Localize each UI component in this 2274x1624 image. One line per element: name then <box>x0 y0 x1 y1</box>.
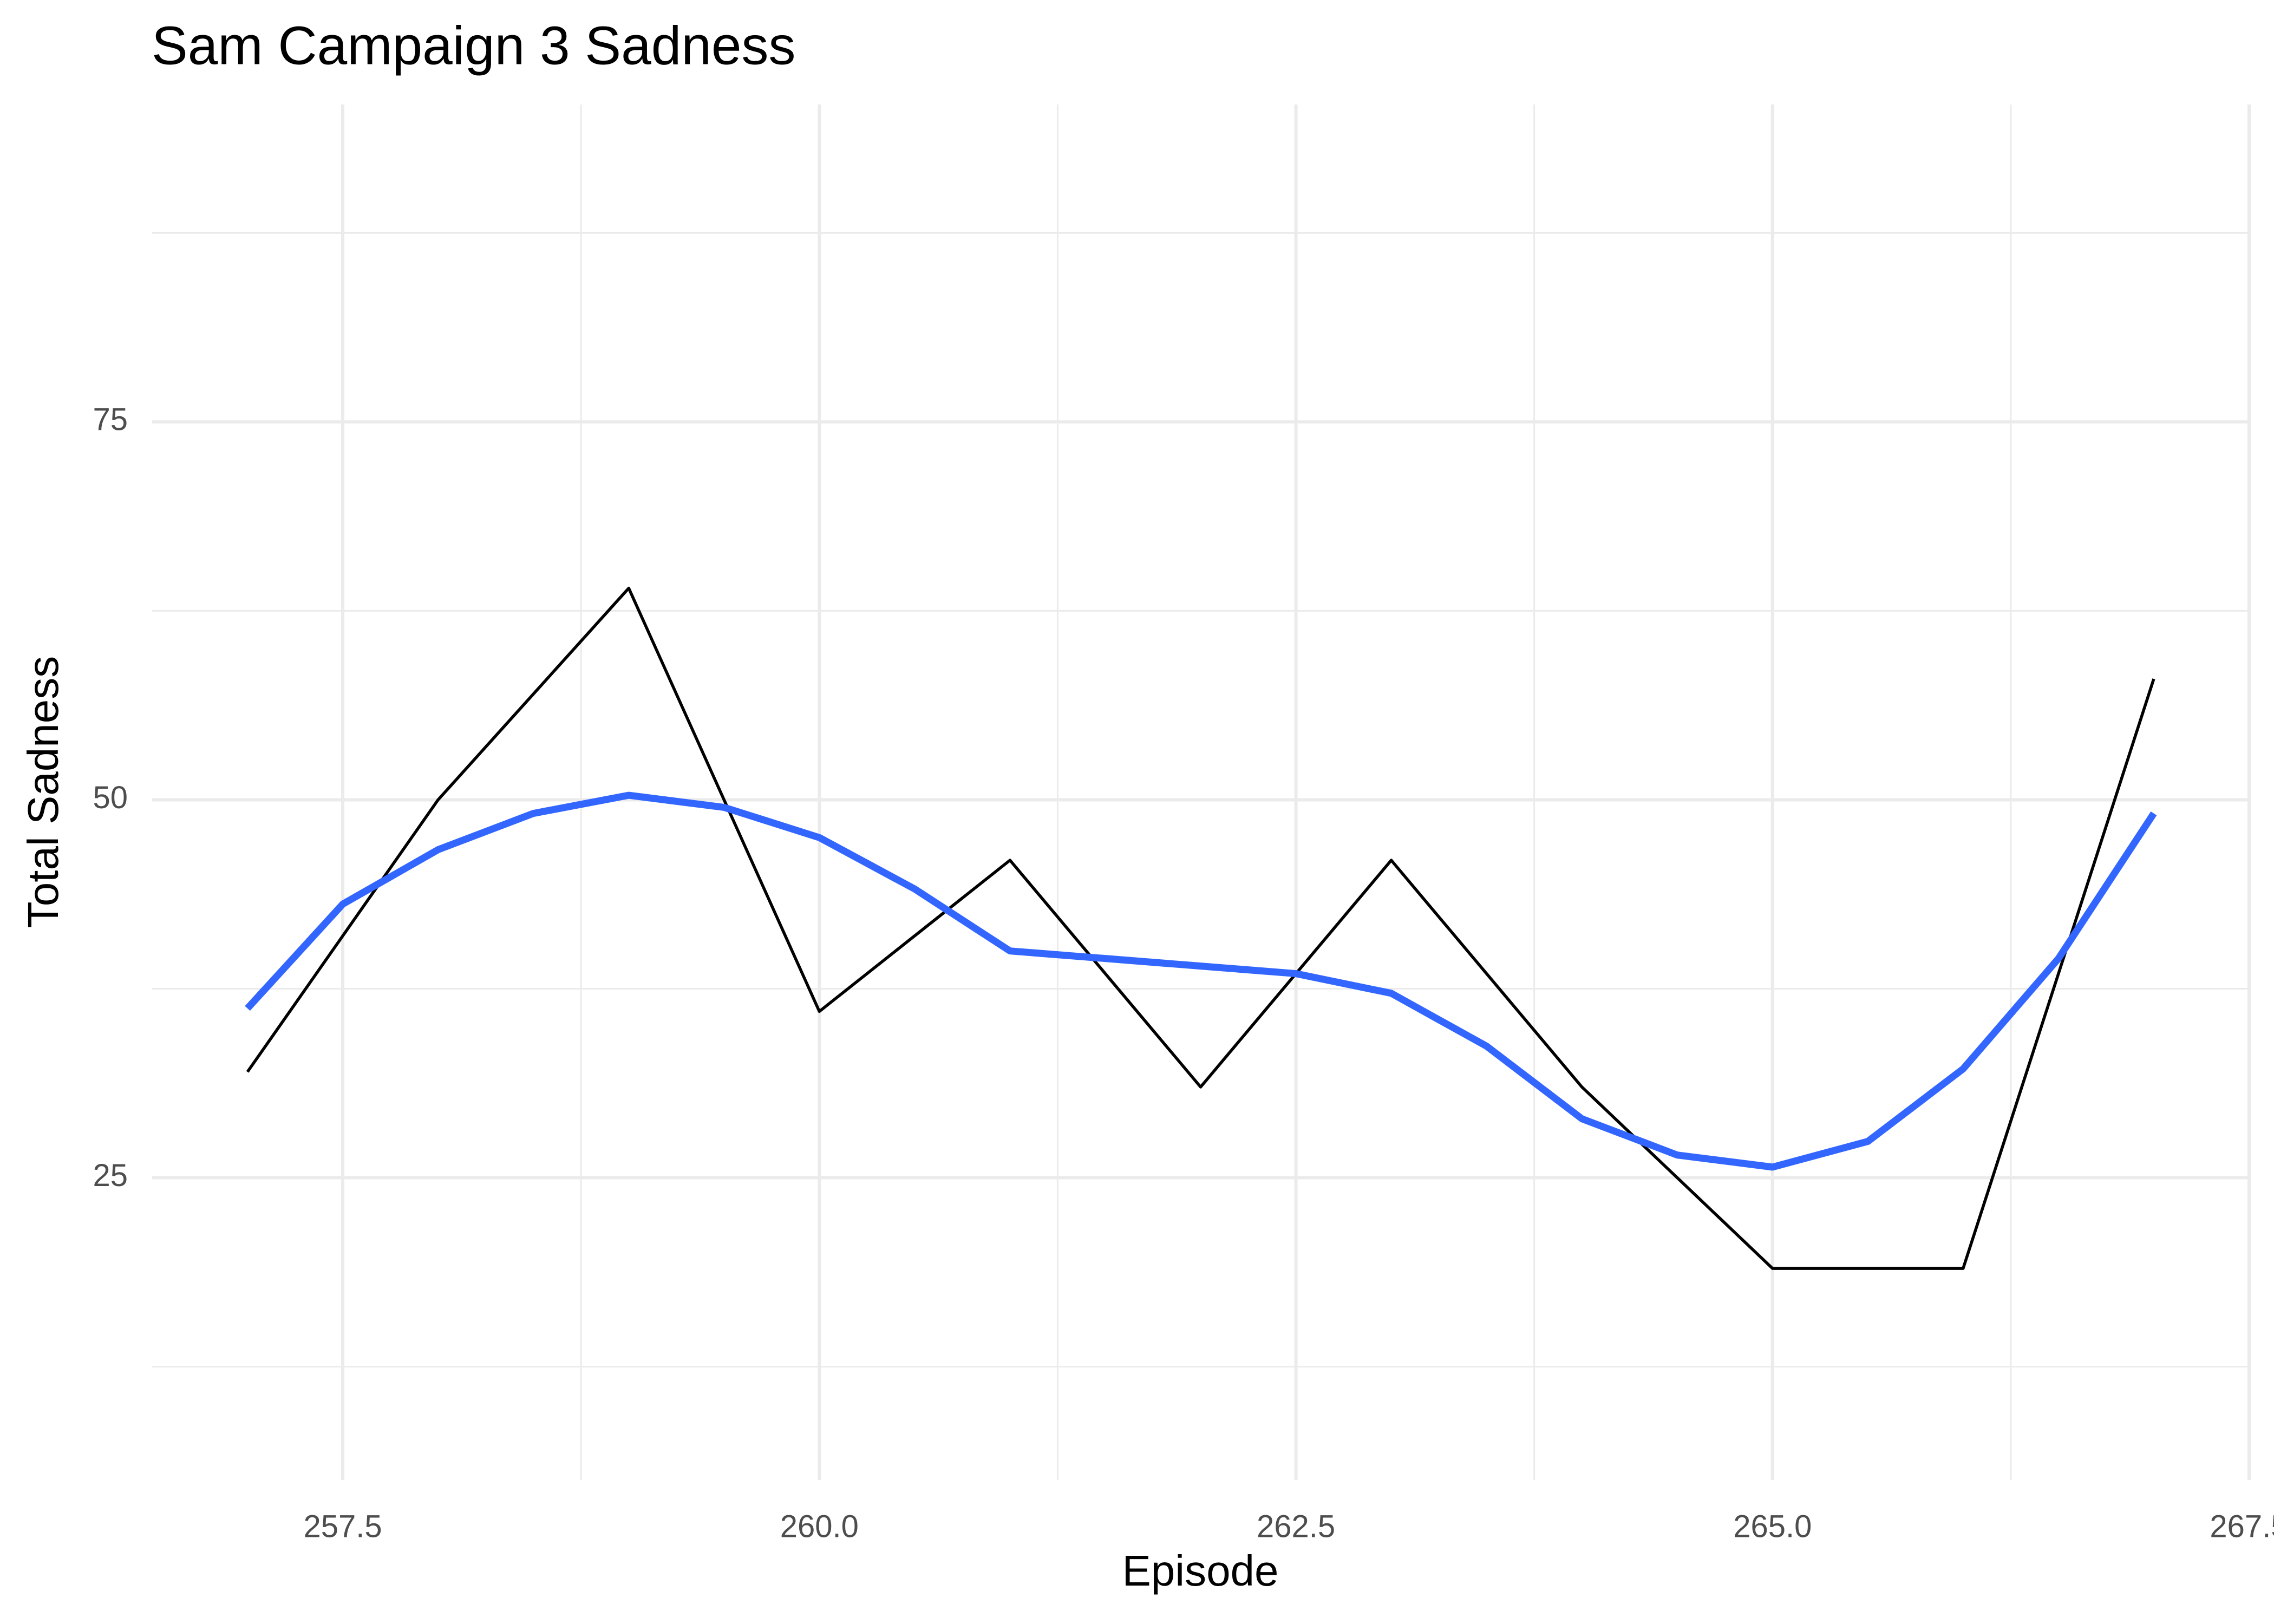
chart-title: Sam Campaign 3 Sadness <box>152 15 796 76</box>
y-tick-label: 25 <box>93 1158 128 1193</box>
y-axis-title: Total Sadness <box>19 656 67 928</box>
y-tick-label: 75 <box>93 402 128 437</box>
data-line <box>246 586 2155 1270</box>
x-tick-label: 262.5 <box>1257 1509 1335 1544</box>
x-tick-label: 265.0 <box>1733 1509 1812 1544</box>
x-tick-label: 260.0 <box>780 1509 859 1544</box>
y-tick-label: 50 <box>93 780 128 815</box>
smooth-line <box>245 791 2157 1171</box>
x-tick-label: 257.5 <box>304 1509 382 1544</box>
x-tick-label: 267.5 <box>2210 1509 2274 1544</box>
x-axis-title: Episode <box>1122 1547 1278 1595</box>
